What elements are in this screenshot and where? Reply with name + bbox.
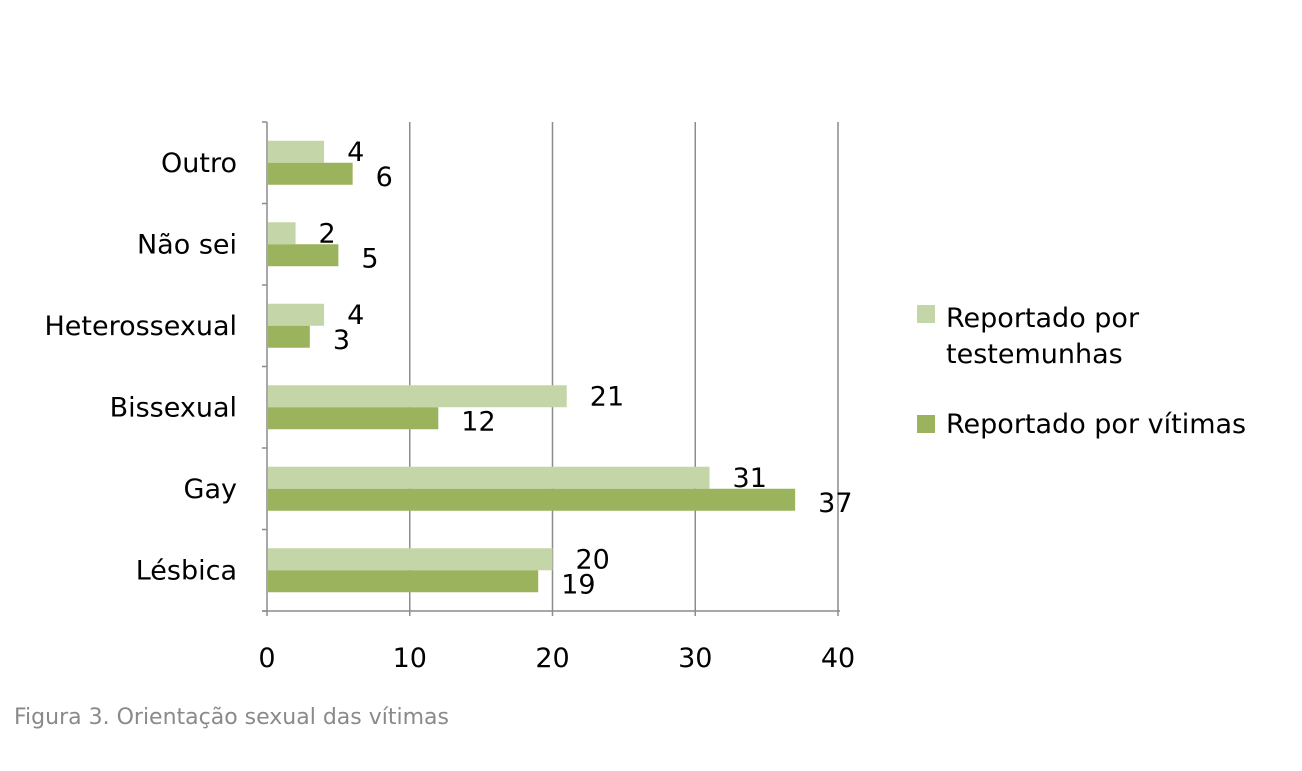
x-tick-labels: 0 10 20 30 40 [258, 643, 855, 674]
category-label-lesbica: Lésbica [136, 555, 237, 586]
axis-ticks [262, 121, 839, 616]
bar-heterossexual-vitimas [268, 325, 310, 348]
category-label-gay: Gay [184, 474, 237, 505]
data-label-heterossexual-testemunhas: 4 [347, 300, 364, 331]
gridlines [409, 122, 839, 611]
bar-heterossexual-testemunhas [268, 303, 325, 326]
x-tick-label-10: 10 [393, 643, 427, 674]
bar-outro-vitimas [268, 162, 353, 185]
data-label-outro-testemunhas: 4 [347, 137, 364, 168]
data-label-lesbica-testemunhas: 20 [576, 544, 610, 575]
x-tick-label-0: 0 [258, 643, 275, 674]
bar-lesbica-testemunhas [268, 548, 553, 571]
legend: Reportado por testemunhas Reportado por … [917, 303, 1246, 440]
legend-label-testemunhas-line2: testemunhas [946, 339, 1123, 370]
y-category-labels: Lésbica Gay Bissexual Heterossexual Não … [44, 148, 237, 587]
category-label-heterossexual: Heterossexual [44, 311, 237, 342]
legend-label-vitimas: Reportado por vítimas [946, 409, 1246, 440]
data-label-bissexual-vitimas: 12 [461, 406, 495, 437]
bar-outro-testemunhas [268, 140, 325, 163]
category-label-outro: Outro [161, 148, 237, 179]
category-label-nao-sei: Não sei [137, 229, 237, 260]
data-label-nao-sei-vitimas: 5 [361, 243, 378, 274]
data-label-bissexual-testemunhas: 21 [590, 381, 624, 412]
bar-lesbica-vitimas [268, 570, 539, 593]
data-label-nao-sei-testemunhas: 2 [319, 218, 336, 249]
data-label-outro-vitimas: 6 [376, 162, 393, 193]
x-tick-label-30: 30 [678, 643, 712, 674]
data-label-lesbica-vitimas: 19 [561, 569, 595, 600]
data-label-gay-testemunhas: 31 [733, 463, 767, 494]
x-tick-label-40: 40 [821, 643, 855, 674]
bar-nao-sei-testemunhas [268, 222, 296, 245]
legend-swatch-vitimas [917, 415, 935, 433]
axes [262, 122, 840, 612]
data-label-gay-vitimas: 37 [818, 488, 852, 519]
bar-gay-testemunhas [268, 466, 710, 489]
bar-bissexual-testemunhas [268, 385, 567, 408]
figure-caption: Figura 3. Orientação sexual das vítimas [14, 705, 449, 730]
bar-gay-vitimas [268, 488, 796, 511]
category-label-bissexual: Bissexual [110, 392, 237, 423]
bar-nao-sei-vitimas [268, 244, 339, 267]
legend-swatch-testemunhas [917, 305, 935, 323]
legend-label-testemunhas-line1: Reportado por [946, 303, 1140, 334]
bar-bissexual-vitimas [268, 407, 439, 430]
x-tick-label-20: 20 [535, 643, 569, 674]
data-label-heterossexual-vitimas: 3 [333, 325, 350, 356]
bars [268, 140, 796, 593]
